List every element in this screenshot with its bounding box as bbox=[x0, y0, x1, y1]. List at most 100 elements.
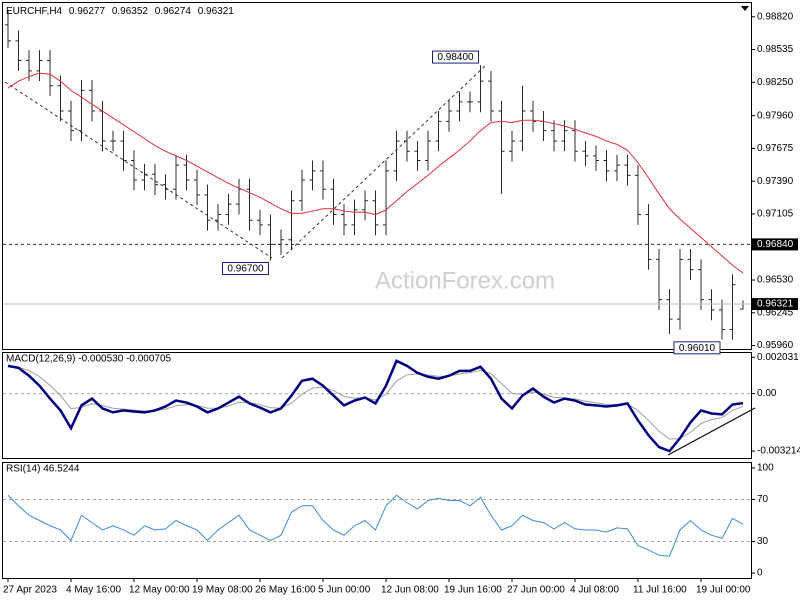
ohlc-bar bbox=[267, 214, 274, 261]
y-tick-label: 0.97675 bbox=[757, 143, 794, 154]
y-tick-label: 30 bbox=[757, 536, 769, 547]
ohlc-bar bbox=[173, 154, 179, 200]
ohlc-bar bbox=[120, 130, 127, 171]
ohlc-bar bbox=[509, 130, 515, 162]
price-annotation: 0.96700 bbox=[227, 264, 264, 275]
ohlc-bar bbox=[110, 130, 116, 152]
x-tick-label: 4 May 16:00 bbox=[66, 585, 121, 596]
price-annotation-box bbox=[222, 261, 269, 275]
ohlc-bar bbox=[278, 229, 284, 255]
ohlc-bar bbox=[351, 199, 358, 236]
ohlc-bar bbox=[26, 50, 32, 82]
indicator-line bbox=[7, 494, 744, 557]
macd-title: MACD(12,26,9) -0.000530 -0.000705 bbox=[6, 354, 172, 365]
ohlc-bar bbox=[530, 100, 536, 132]
price-annotation: 0.98400 bbox=[437, 52, 474, 63]
ohlc-bar bbox=[299, 169, 305, 212]
ohlc-bar bbox=[362, 190, 368, 221]
x-tick-label: 19 Jun 16:00 bbox=[444, 585, 502, 596]
ohlc-bar bbox=[131, 150, 137, 191]
ohlc-bar bbox=[572, 120, 578, 162]
watermark: ActionForex.com bbox=[375, 267, 555, 294]
ohlc-bar bbox=[246, 178, 253, 231]
y-tick-label: 0.96245 bbox=[757, 307, 794, 318]
moving-average bbox=[7, 72, 744, 274]
price-annotation: 0.96010 bbox=[679, 343, 716, 354]
ohlc-bar bbox=[141, 163, 148, 191]
ohlc-bar bbox=[456, 91, 463, 122]
x-tick-label: 12 Jun 08:00 bbox=[381, 585, 439, 596]
ohlc-bar bbox=[257, 209, 263, 236]
ohlc-bar bbox=[341, 204, 347, 236]
chart-header: EURCHF,H4 0.96277 0.96352 0.96274 0.9632… bbox=[6, 6, 234, 17]
low-value: 0.96274 bbox=[155, 6, 192, 17]
ohlc-bar bbox=[719, 299, 725, 340]
ohlc-bar bbox=[498, 100, 505, 194]
ohlc-bar bbox=[383, 160, 389, 236]
y-tick-label: -0.003214 bbox=[757, 446, 800, 457]
ohlc-bar bbox=[551, 120, 557, 152]
ohlc-bar bbox=[467, 91, 473, 113]
ohlc-bar bbox=[687, 248, 694, 281]
level-label: 0.96840 bbox=[757, 239, 794, 250]
price-annotation-box bbox=[673, 341, 721, 355]
ohlc-bar bbox=[393, 130, 400, 182]
ohlc-bar bbox=[152, 163, 158, 195]
rsi-panel bbox=[2, 462, 752, 579]
x-tick-label: 27 Apr 2023 bbox=[3, 585, 57, 596]
y-tick-label: 0 bbox=[757, 568, 763, 579]
ohlc-bar bbox=[68, 100, 74, 141]
ohlc-bar bbox=[330, 178, 337, 225]
chart-title: EURCHF,H4 bbox=[6, 6, 63, 17]
x-tick-label: 11 Jul 16:00 bbox=[633, 585, 687, 596]
macd-panel bbox=[2, 352, 752, 459]
ohlc-bar bbox=[204, 184, 211, 231]
ohlc-bar bbox=[194, 169, 200, 206]
ohlc-bar bbox=[582, 140, 589, 167]
ohlc-bar bbox=[215, 204, 221, 231]
ohlc-bar bbox=[635, 165, 641, 225]
ohlc-bar bbox=[57, 75, 64, 122]
x-tick-label: 5 Jun 00:00 bbox=[318, 585, 371, 596]
x-tick-label: 19 May 08:00 bbox=[192, 585, 253, 596]
ohlc-bar bbox=[446, 100, 452, 132]
ohlc-bar bbox=[78, 80, 85, 141]
y-tick-label: 0.95960 bbox=[757, 340, 794, 351]
ohlc-bar bbox=[15, 30, 22, 71]
ohlc-bar bbox=[309, 160, 316, 191]
ohlc-bar bbox=[656, 248, 662, 310]
y-tick-label: 0.98250 bbox=[757, 77, 794, 88]
ohlc-bar bbox=[162, 174, 169, 200]
ohlc-bar bbox=[320, 160, 326, 200]
y-tick-label: 0.00 bbox=[757, 388, 777, 399]
y-tick-label: 0.98535 bbox=[757, 44, 794, 55]
price-panel bbox=[2, 2, 752, 350]
ohlc-bar bbox=[225, 193, 232, 225]
ohlc-bar bbox=[603, 150, 610, 182]
macd-trend-line bbox=[667, 407, 756, 456]
ohlc-bar bbox=[729, 274, 736, 340]
y-tick-label: 0.98820 bbox=[757, 11, 794, 22]
y-tick-label: 0.97390 bbox=[757, 176, 794, 187]
ohlc-bar bbox=[561, 120, 568, 152]
ohlc-bar bbox=[404, 130, 410, 162]
ohlc-bar bbox=[645, 204, 652, 270]
ohlc-bar bbox=[5, 9, 11, 48]
y-tick-label: 0.97960 bbox=[757, 110, 794, 121]
ohlc-bar bbox=[614, 154, 620, 182]
ohlc-bar bbox=[372, 190, 379, 236]
last-price-box bbox=[752, 298, 798, 311]
x-tick-label: 12 May 00:00 bbox=[129, 585, 190, 596]
ohlc-bar bbox=[435, 111, 442, 152]
level-label-box bbox=[752, 238, 798, 251]
trend-line bbox=[281, 65, 486, 259]
ohlc-bar bbox=[47, 50, 53, 97]
y-tick-label: 70 bbox=[757, 494, 769, 505]
ohlc-bar bbox=[488, 70, 494, 122]
dropdown-icon[interactable] bbox=[741, 6, 749, 11]
x-tick-label: 4 Jul 08:00 bbox=[570, 585, 619, 596]
ohlc-bar bbox=[36, 50, 43, 82]
close-value: 0.96321 bbox=[198, 6, 235, 17]
ohlc-bar bbox=[89, 80, 95, 122]
